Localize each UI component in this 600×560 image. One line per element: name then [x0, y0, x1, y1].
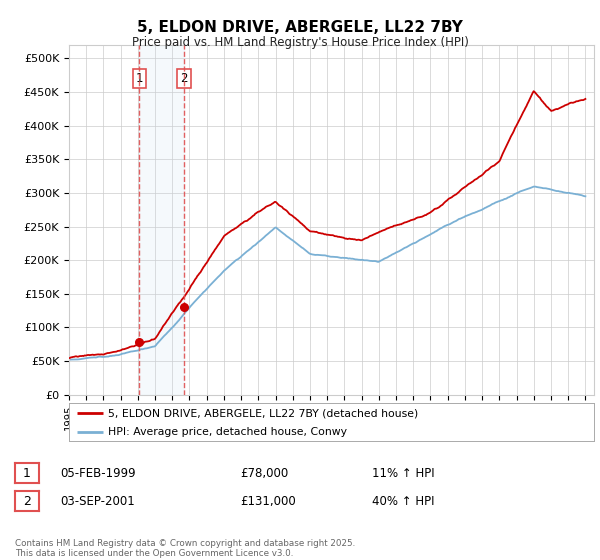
Bar — [139, 45, 184, 395]
Text: 2: 2 — [180, 72, 188, 85]
Text: 03-SEP-2001: 03-SEP-2001 — [60, 494, 135, 508]
Text: Contains HM Land Registry data © Crown copyright and database right 2025.
This d: Contains HM Land Registry data © Crown c… — [15, 539, 355, 558]
Text: 2: 2 — [23, 494, 31, 508]
Text: Price paid vs. HM Land Registry's House Price Index (HPI): Price paid vs. HM Land Registry's House … — [131, 36, 469, 49]
Text: 1: 1 — [23, 466, 31, 480]
Text: HPI: Average price, detached house, Conwy: HPI: Average price, detached house, Conw… — [109, 427, 347, 437]
Text: 1: 1 — [136, 72, 143, 85]
Text: 11% ↑ HPI: 11% ↑ HPI — [372, 466, 434, 480]
Text: £131,000: £131,000 — [240, 494, 296, 508]
Text: 5, ELDON DRIVE, ABERGELE, LL22 7BY: 5, ELDON DRIVE, ABERGELE, LL22 7BY — [137, 20, 463, 35]
Text: £78,000: £78,000 — [240, 466, 288, 480]
Text: 05-FEB-1999: 05-FEB-1999 — [60, 466, 136, 480]
Text: 5, ELDON DRIVE, ABERGELE, LL22 7BY (detached house): 5, ELDON DRIVE, ABERGELE, LL22 7BY (deta… — [109, 408, 419, 418]
Text: 40% ↑ HPI: 40% ↑ HPI — [372, 494, 434, 508]
